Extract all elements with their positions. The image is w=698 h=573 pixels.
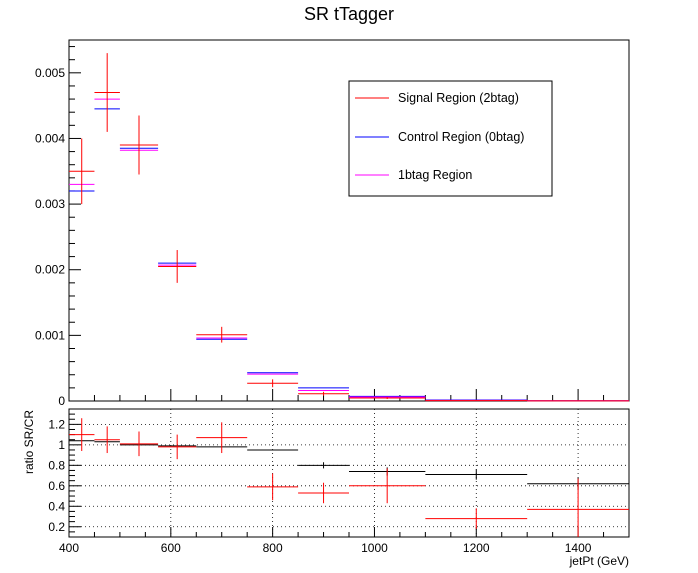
main-y-tick-label: 0.005 [35, 66, 65, 80]
x-axis-title: jetPt (GeV) [569, 554, 629, 568]
ratio-y-tick-label: 1 [58, 438, 65, 452]
ratio-x-tick-label: 1200 [463, 541, 490, 555]
ratio-x-tick-label: 600 [161, 541, 181, 555]
ratio-x-tick-label: 800 [263, 541, 283, 555]
ratio-plot-points [69, 418, 629, 537]
ratio-y-tick-label: 0.6 [48, 479, 65, 493]
ratio-y-tick-label: 1.2 [48, 417, 65, 431]
signal-region-point [247, 379, 299, 388]
legend: Signal Region (2btag) Control Region (0b… [348, 80, 553, 197]
signal-region-point [119, 115, 159, 175]
ratio-signal-point [196, 422, 248, 454]
main-plot-panel: 0 0.001 0.002 0.003 0.004 0.005 [35, 39, 630, 408]
ratio-signal-point [119, 431, 159, 457]
signal-region-point [196, 326, 248, 343]
main-plot-points [69, 53, 629, 402]
ratio-grid [69, 409, 629, 537]
legend-label-control-region: Control Region (0btag) [398, 130, 524, 144]
ratio-y-tick-label: 0.4 [48, 499, 65, 513]
main-y-tick-label: 0.004 [35, 131, 65, 145]
main-y-tick-label: 0.003 [35, 197, 65, 211]
ratio-reference-point [298, 462, 349, 469]
main-y-tick-label: 0 [58, 394, 65, 408]
ratio-x-tick-label: 1000 [361, 541, 388, 555]
signal-region-point [69, 138, 95, 205]
ratio-signal-point [298, 482, 349, 504]
ratio-y-tick-label: 0.8 [48, 458, 65, 472]
ratio-signal-point [94, 426, 120, 454]
ratio-plot-frame [68, 408, 630, 538]
ratio-signal-point [349, 468, 426, 504]
legend-box [348, 80, 553, 197]
ratio-x-tick-label: 1400 [565, 541, 592, 555]
ratio-signal-point [527, 478, 629, 537]
main-y-tick-label: 0.002 [35, 263, 65, 277]
signal-region-point [94, 53, 120, 132]
ratio-x-tick-label: 400 [59, 541, 79, 555]
ratio-axis-title: ratio SR/CR [22, 410, 36, 474]
ratio-signal-point [425, 508, 528, 529]
chart-title: SR tTagger [304, 4, 394, 24]
ratio-signal-point [247, 473, 299, 501]
ratio-reference-point [425, 469, 528, 480]
legend-label-1btag-region: 1btag Region [398, 168, 472, 182]
ratio-y-tick-label: 0.2 [48, 520, 65, 534]
ratio-signal-point [69, 418, 95, 451]
ratio-signal-point [158, 434, 197, 460]
signal-region-point [298, 391, 349, 396]
ratio-y-axis: 0.2 0.4 0.6 0.8 1 1.2 [48, 413, 81, 538]
ratio-plot-panel: 0.2 0.4 0.6 0.8 1 1.2 400 600 800 1000 1200 1400 j… [22, 408, 630, 568]
main-y-axis: 0 0.001 0.002 0.003 0.004 0.005 [35, 46, 81, 408]
ratio-x-axis: 400 600 800 1000 1200 1400 [59, 527, 630, 555]
signal-region-point [349, 397, 426, 400]
signal-region-point [158, 250, 197, 283]
main-y-tick-label: 0.001 [35, 328, 65, 342]
legend-label-signal-region: Signal Region (2btag) [398, 91, 519, 105]
